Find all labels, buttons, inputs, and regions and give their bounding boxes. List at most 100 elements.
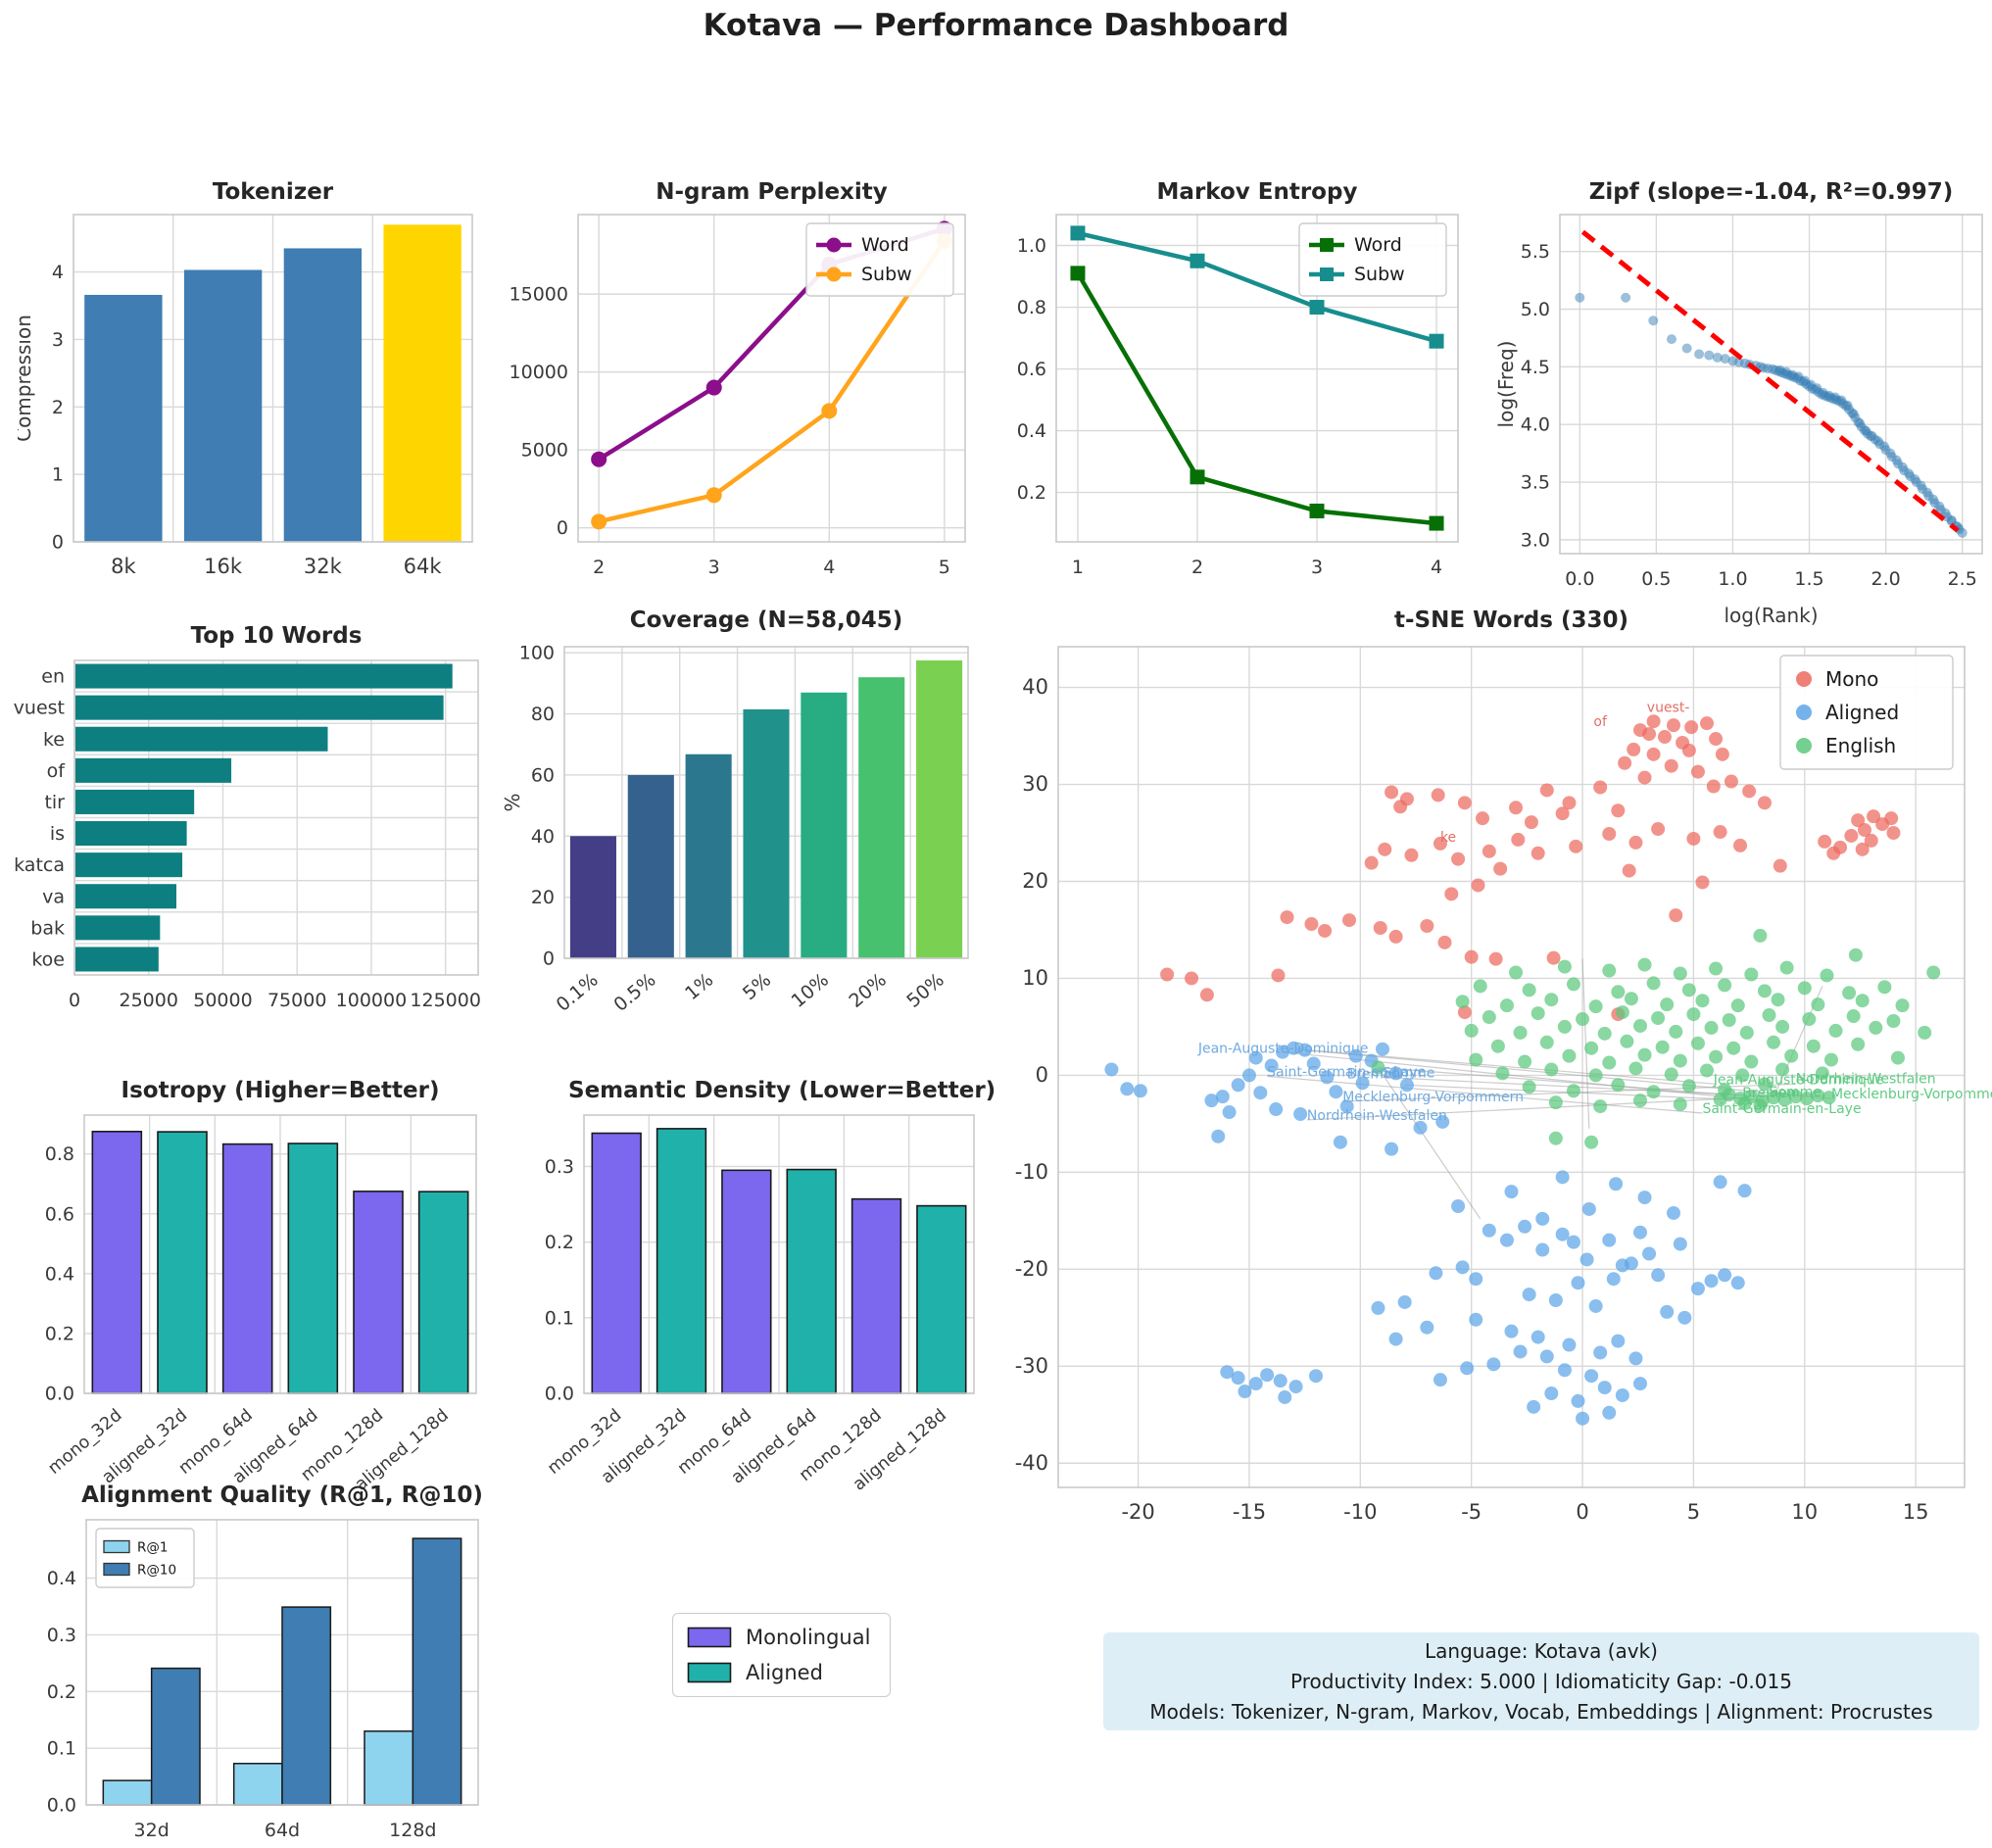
svg-text:15: 15 — [1903, 1500, 1929, 1524]
svg-text:2: 2 — [1191, 557, 1203, 578]
zipf-series — [1575, 229, 1968, 538]
svg-text:5.0: 5.0 — [1521, 299, 1550, 320]
svg-text:Compression: Compression — [18, 315, 35, 442]
legend-item-monolingual: Monolingual — [687, 1626, 870, 1649]
svg-text:ke: ke — [1440, 830, 1456, 846]
svg-text:50000: 50000 — [193, 990, 252, 1011]
svg-text:4.5: 4.5 — [1521, 357, 1550, 378]
coverage-series — [569, 660, 963, 958]
markov-root: 0.2 0.4 0.6 0.8 1.0 1 2 3 4 Word Subw — [1017, 214, 1459, 578]
axis-tick-labels: 0 1 2 3 4 8k 16k 32k 64k Compression — [18, 262, 442, 578]
legend-label-monolingual: Monolingual — [746, 1626, 871, 1649]
svg-text:0.4: 0.4 — [47, 1568, 76, 1589]
semantic-density-chart-title: Semantic Density (Lower=Better) — [568, 1078, 996, 1103]
svg-text:English: English — [1825, 734, 1896, 757]
svg-text:3: 3 — [1311, 557, 1323, 578]
svg-text:Bremen: Bremen — [1742, 1086, 1796, 1101]
isotropy-root: 0.00.20.40.60.8mono_32daligned_32dmono_6… — [44, 1114, 477, 1491]
svg-text:0.8: 0.8 — [1017, 297, 1046, 318]
svg-text:Bremen: Bremen — [1347, 1066, 1401, 1082]
svg-text:0.1%: 0.1% — [553, 969, 603, 1016]
svg-text:10: 10 — [1791, 1500, 1818, 1524]
svg-text:1.5: 1.5 — [1794, 568, 1823, 590]
legend: Word Subw — [1298, 222, 1447, 297]
svg-text:0.2: 0.2 — [545, 1232, 574, 1253]
axis-tick-labels: 0.2 0.4 0.6 0.8 1.0 1 2 3 4 — [1017, 235, 1442, 578]
svg-text:-5: -5 — [1461, 1500, 1482, 1524]
cluster-mono — [1160, 714, 1901, 1022]
svg-text:Somme: Somme — [1769, 1085, 1821, 1100]
tsne-series: Jean-Auguste-Dominique Saint-Germain-en-L… — [1104, 700, 1992, 1426]
monolingual-swatch — [687, 1627, 732, 1648]
svg-text:of: of — [1593, 714, 1608, 730]
svg-text:Mecklenburg-Vorpommern: Mecklenburg-Vorpommern — [1342, 1090, 1524, 1105]
svg-text:2.5: 2.5 — [1948, 568, 1977, 590]
svg-text:R@10: R@10 — [137, 1563, 176, 1579]
page-title: Kotava — Performance Dashboard — [703, 8, 1289, 43]
tokenizer-chart-canvas: 0 1 2 3 4 8k 16k 32k 64k Compression — [18, 214, 473, 578]
svg-text:128d: 128d — [389, 1820, 436, 1841]
svg-text:0.4: 0.4 — [45, 1263, 74, 1285]
alignment-root: 0.0 0.1 0.2 0.3 0.4 32d 64d 128d R@1 R@10 — [47, 1519, 479, 1841]
svg-text:katca: katca — [14, 854, 65, 876]
svg-text:40: 40 — [1022, 675, 1048, 699]
ngram-chart-canvas: 0 5000 10000 15000 2 3 4 5 Word Subw — [510, 214, 966, 578]
svg-text:Aligned: Aligned — [1825, 701, 1899, 724]
grid-lines — [584, 1115, 974, 1394]
markov-chart-title: Markov Entropy — [1156, 179, 1358, 205]
svg-text:10%: 10% — [788, 969, 833, 1012]
svg-text:10: 10 — [1022, 966, 1048, 990]
svg-text:40: 40 — [531, 826, 555, 848]
info-models: Models: Tokenizer, N-gram, Markov, Vocab… — [1149, 1699, 1933, 1724]
markov-chart-canvas: 0.2 0.4 0.6 0.8 1.0 1 2 3 4 Word Subw — [1017, 214, 1459, 578]
isotropy-chart: Isotropy (Higher=Better) 0.0 0.2 0.4 0.6 0.8… — [18, 1070, 490, 1491]
markov-series — [1070, 225, 1444, 531]
coverage-chart: Coverage (N=58,045) 0 20 40 60 80 100 0.1% 0.5%… — [488, 600, 990, 1048]
svg-text:5: 5 — [1687, 1500, 1700, 1524]
svg-text:vuest: vuest — [14, 698, 65, 719]
svg-text:vuest-: vuest- — [1647, 700, 1690, 715]
svg-text:0.3: 0.3 — [47, 1625, 76, 1646]
svg-text:-15: -15 — [1233, 1500, 1266, 1524]
svg-text:-40: -40 — [1015, 1451, 1048, 1475]
svg-text:2: 2 — [593, 557, 605, 578]
axis-tick-labels: 0.0 0.1 0.2 0.3 0.4 32d 64d 128d — [47, 1568, 437, 1841]
isotropy-chart-canvas: 0.00.20.40.60.8mono_32daligned_32dmono_6… — [44, 1114, 477, 1491]
svg-text:R@1: R@1 — [137, 1540, 168, 1556]
coverage-root: 0 20 40 60 80 100 0.1% 0.5% 1% 5% 10% 20% 50%% — [501, 643, 969, 1016]
alignment-series — [102, 1537, 462, 1806]
svg-text:Nordrhein-Westfalen: Nordrhein-Westfalen — [1796, 1071, 1936, 1087]
tsne-chart-title: t-SNE Words (330) — [1394, 608, 1628, 633]
svg-text:1.0: 1.0 — [1718, 568, 1747, 590]
svg-text:Jean-Auguste-Dominique: Jean-Auguste-Dominique — [1713, 1072, 1884, 1088]
svg-text:0.3: 0.3 — [545, 1156, 574, 1178]
svg-text:Mono: Mono — [1825, 667, 1878, 691]
svg-text:1%: 1% — [681, 969, 717, 1004]
ngram-root: 0 5000 10000 15000 2 3 4 5 Word Subw — [510, 214, 966, 578]
svg-text:4: 4 — [52, 262, 64, 283]
svg-text:1: 1 — [52, 464, 64, 486]
svg-text:20: 20 — [531, 887, 555, 908]
svg-text:-30: -30 — [1015, 1354, 1048, 1378]
svg-text:Word: Word — [1354, 234, 1402, 256]
svg-text:of: of — [47, 760, 67, 782]
svg-text:-10: -10 — [1015, 1160, 1048, 1184]
ngram-chart-title: N-gram Perplexity — [656, 179, 888, 205]
svg-text:Subw: Subw — [1354, 264, 1405, 285]
summary-info-box: Language: Kotava (avk) Productivity Inde… — [1103, 1632, 1979, 1730]
svg-text:0.8: 0.8 — [45, 1143, 74, 1165]
svg-text:Saint-Germain-en-Laye: Saint-Germain-en-Laye — [1702, 1101, 1861, 1117]
svg-text:0.2: 0.2 — [47, 1681, 76, 1703]
svg-text:0: 0 — [52, 532, 64, 554]
svg-text:100: 100 — [519, 643, 555, 664]
svg-text:50%: 50% — [902, 969, 947, 1012]
svg-text:0: 0 — [1576, 1500, 1588, 1524]
svg-text:en: en — [41, 666, 65, 688]
svg-text:Nordrhein-Westfalen: Nordrhein-Westfalen — [1307, 1108, 1447, 1124]
tsne-chart-canvas: Jean-Auguste-Dominique Saint-Germain-en-L… — [1015, 646, 1992, 1524]
info-indices: Productivity Index: 5.000 | Idiomaticity… — [1290, 1669, 1792, 1693]
zipf-chart-canvas: 3.0 3.5 4.0 4.5 5.0 5.5 0.0 0.5 1.0 1.5 2.0 2.5 log(… — [1494, 214, 1983, 627]
svg-text:0: 0 — [69, 990, 80, 1011]
svg-text:0.0: 0.0 — [545, 1384, 574, 1405]
